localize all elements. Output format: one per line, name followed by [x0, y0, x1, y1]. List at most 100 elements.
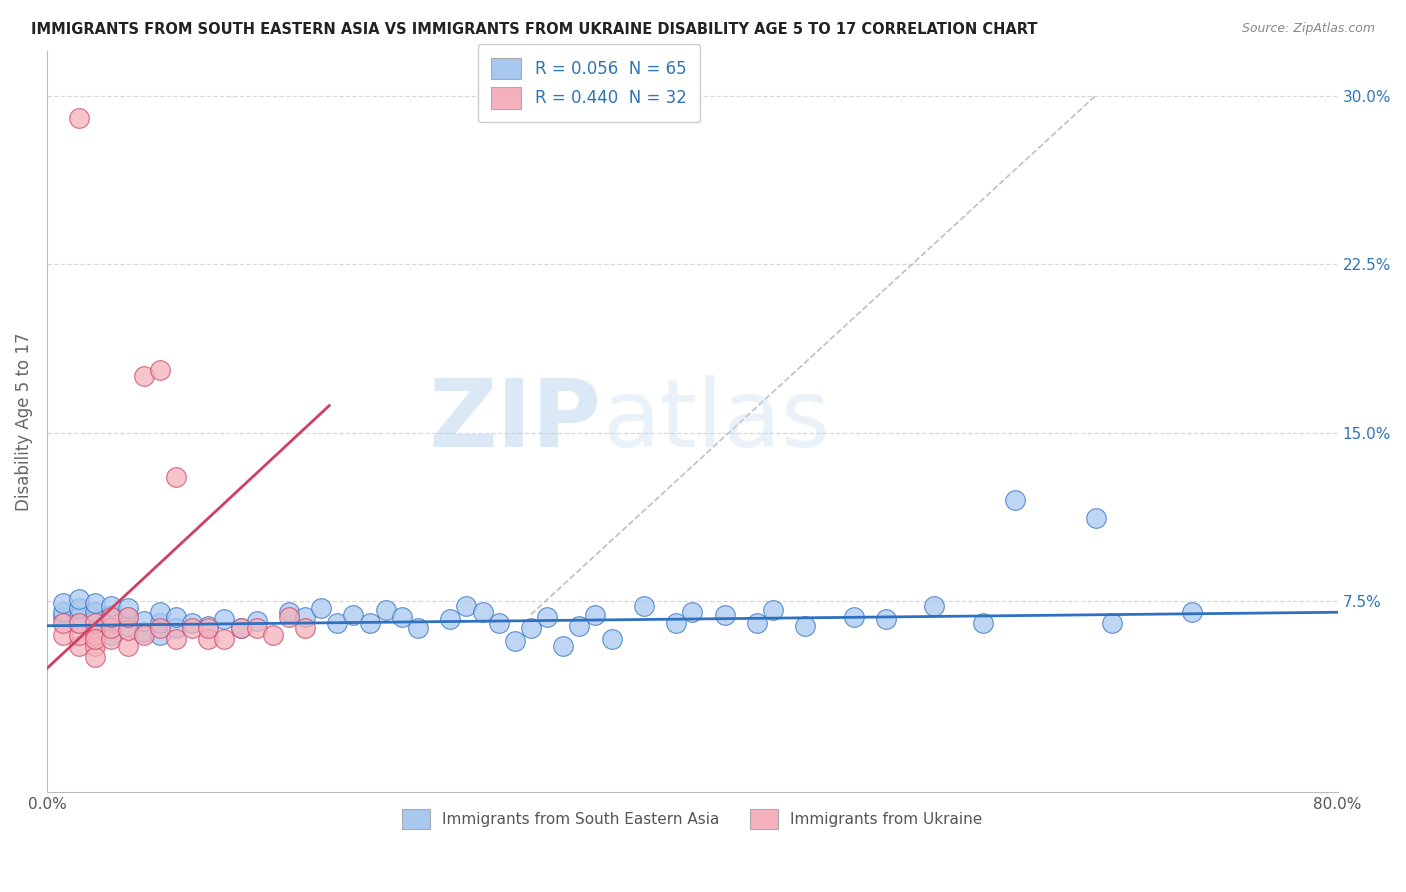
Point [406, 621, 429, 635]
Point [391, 609, 413, 624]
Point [100, 632, 122, 647]
Point [439, 612, 461, 626]
Point [246, 621, 269, 635]
Point [197, 632, 219, 647]
Point [197, 618, 219, 632]
Point [67, 600, 90, 615]
Point [1084, 511, 1107, 525]
Point [229, 621, 252, 635]
Point [52, 609, 75, 624]
Point [277, 605, 299, 619]
Point [794, 618, 817, 632]
Point [342, 607, 364, 622]
Point [132, 628, 155, 642]
Point [132, 369, 155, 384]
Point [553, 639, 575, 653]
Point [181, 621, 204, 635]
Point [132, 614, 155, 628]
Point [262, 628, 284, 642]
Point [681, 605, 703, 619]
Point [67, 111, 90, 125]
Point [520, 621, 543, 635]
Point [165, 632, 187, 647]
Point [633, 599, 655, 613]
Text: IMMIGRANTS FROM SOUTH EASTERN ASIA VS IMMIGRANTS FROM UKRAINE DISABILITY AGE 5 T: IMMIGRANTS FROM SOUTH EASTERN ASIA VS IM… [31, 22, 1038, 37]
Point [745, 616, 768, 631]
Text: ZIP: ZIP [429, 376, 602, 467]
Point [875, 612, 897, 626]
Point [762, 603, 785, 617]
Point [84, 639, 107, 653]
Point [117, 618, 139, 632]
Point [214, 612, 236, 626]
Point [84, 621, 107, 635]
Point [149, 362, 172, 376]
Point [67, 628, 90, 642]
Text: atlas: atlas [602, 376, 830, 467]
Point [100, 628, 122, 642]
Point [84, 605, 107, 619]
Point [181, 616, 204, 631]
Point [165, 470, 187, 484]
Point [117, 624, 139, 638]
Point [1181, 605, 1204, 619]
Point [67, 609, 90, 624]
Point [100, 621, 122, 635]
Point [52, 628, 75, 642]
Point [117, 609, 139, 624]
Point [503, 634, 526, 648]
Point [100, 599, 122, 613]
Point [197, 621, 219, 635]
Point [117, 609, 139, 624]
Point [165, 609, 187, 624]
Point [536, 609, 558, 624]
Point [277, 609, 299, 624]
Point [67, 639, 90, 653]
Point [972, 616, 994, 631]
Point [100, 616, 122, 631]
Point [117, 600, 139, 615]
Point [84, 632, 107, 647]
Point [67, 616, 90, 631]
Point [374, 603, 396, 617]
Point [214, 632, 236, 647]
Point [149, 628, 172, 642]
Point [585, 607, 607, 622]
Point [100, 609, 122, 624]
Point [229, 621, 252, 635]
Point [84, 612, 107, 626]
Point [149, 621, 172, 635]
Point [309, 600, 332, 615]
Point [52, 605, 75, 619]
Point [456, 599, 478, 613]
Point [665, 616, 688, 631]
Point [149, 616, 172, 631]
Point [67, 616, 90, 631]
Point [52, 596, 75, 610]
Y-axis label: Disability Age 5 to 17: Disability Age 5 to 17 [15, 332, 32, 510]
Point [568, 618, 591, 632]
Point [1004, 492, 1026, 507]
Point [149, 605, 172, 619]
Point [326, 616, 349, 631]
Point [84, 596, 107, 610]
Point [132, 625, 155, 640]
Point [471, 605, 494, 619]
Point [84, 616, 107, 631]
Point [67, 591, 90, 606]
Point [600, 632, 623, 647]
Legend: Immigrants from South Eastern Asia, Immigrants from Ukraine: Immigrants from South Eastern Asia, Immi… [395, 801, 990, 836]
Point [488, 616, 510, 631]
Point [842, 609, 865, 624]
Point [117, 639, 139, 653]
Point [713, 607, 735, 622]
Point [100, 607, 122, 622]
Point [294, 609, 316, 624]
Point [294, 621, 316, 635]
Point [246, 614, 269, 628]
Text: Source: ZipAtlas.com: Source: ZipAtlas.com [1241, 22, 1375, 36]
Point [165, 621, 187, 635]
Point [1101, 616, 1123, 631]
Point [84, 628, 107, 642]
Point [84, 650, 107, 665]
